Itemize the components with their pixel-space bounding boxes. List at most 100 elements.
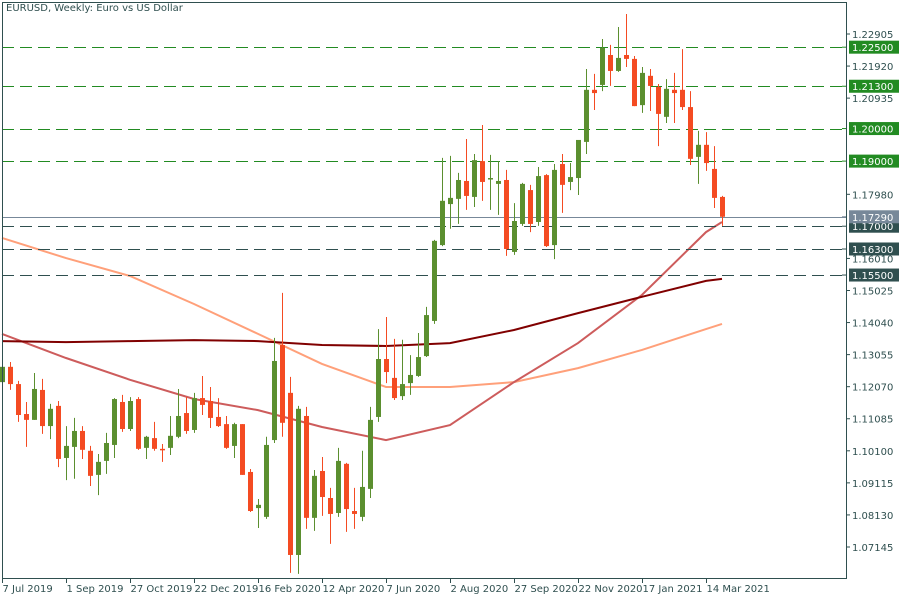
- candle: [352, 487, 357, 529]
- candle-body: [664, 88, 669, 117]
- level-label-box: [849, 79, 899, 93]
- level-labels: 1.22500 1.21300 1.20000 1.19000 1.17000 1.163…: [842, 40, 899, 282]
- x-tick-label: 17 Jan 2021: [643, 584, 703, 595]
- candle-body: [608, 54, 613, 71]
- candle: [176, 388, 181, 439]
- time-axis[interactable]: 7 Jul 2019 1 Sep 2019 27 Oct 2019 22 Dec 20…: [2, 578, 770, 595]
- candle-body: [128, 401, 133, 429]
- candle: [320, 456, 325, 516]
- candle: [200, 375, 205, 415]
- candle: [272, 337, 277, 443]
- level-label-box: [849, 268, 899, 282]
- candle-body: [544, 175, 549, 247]
- candle-body: [416, 357, 421, 376]
- candle-body: [152, 438, 157, 449]
- candle-body: [280, 345, 285, 423]
- candle: [640, 67, 645, 113]
- level-label: 1.21300: [852, 82, 893, 93]
- candle: [720, 195, 725, 226]
- candle: [432, 239, 437, 324]
- candle: [544, 174, 549, 248]
- candle-body: [456, 179, 461, 199]
- candle: [232, 422, 237, 458]
- candle-body: [472, 160, 477, 197]
- candle-body: [488, 178, 493, 180]
- candle-body: [600, 47, 605, 85]
- candle-body: [112, 399, 117, 445]
- moving-averages: [1, 221, 723, 442]
- candle: [312, 470, 317, 531]
- candle: [440, 157, 445, 247]
- x-tick-label: 22 Nov 2020: [579, 584, 643, 595]
- x-tick-label: 7 Jul 2019: [3, 584, 53, 595]
- candle: [136, 397, 141, 450]
- x-tick-label: 27 Oct 2019: [131, 584, 193, 595]
- candle-body: [336, 460, 341, 513]
- candle: [368, 406, 373, 499]
- x-tick-label: 27 Sep 2020: [515, 584, 578, 595]
- candle: [72, 417, 77, 479]
- candle: [656, 83, 661, 147]
- candle-body: [304, 415, 309, 518]
- candle: [480, 124, 485, 201]
- candle-body: [168, 435, 173, 448]
- candle: [576, 139, 581, 195]
- candle: [144, 435, 149, 459]
- x-tick-label: 7 Jun 2020: [387, 584, 441, 595]
- candle-body: [248, 471, 253, 512]
- candle-body: [704, 144, 709, 164]
- candle-body: [432, 240, 437, 321]
- candle-body: [384, 359, 389, 373]
- candle: [24, 401, 29, 447]
- candle-body: [328, 498, 333, 514]
- candle: [392, 338, 397, 401]
- price-axis[interactable]: 1.22905 1.21920 1.20935 1.17980 1.16010 1.150…: [846, 30, 893, 554]
- y-tick-label: 1.12070: [852, 383, 893, 394]
- candle: [424, 306, 429, 358]
- moving-average-line: [1, 221, 723, 442]
- candle-body: [80, 430, 85, 450]
- candle-body: [464, 180, 469, 196]
- y-tick-label: 1.09115: [852, 479, 893, 490]
- candle-body: [376, 359, 381, 417]
- candle-body: [208, 401, 213, 418]
- candle-body: [288, 392, 293, 555]
- candle: [360, 450, 365, 522]
- y-tick-label: 1.20935: [852, 94, 893, 105]
- candle-body: [264, 444, 269, 517]
- candle-body: [616, 57, 621, 71]
- candle: [464, 138, 469, 210]
- candle: [648, 68, 653, 111]
- candle: [472, 153, 477, 208]
- candle-body: [296, 408, 301, 555]
- candle-body: [672, 89, 677, 94]
- candle-body: [40, 389, 45, 427]
- y-tick-label: 1.16010: [852, 254, 893, 265]
- y-tick-label: 1.22905: [852, 30, 893, 41]
- level-label: 1.20000: [852, 125, 893, 136]
- candle-body: [632, 58, 637, 107]
- level-label-box: [849, 122, 899, 136]
- candle-body: [240, 424, 245, 475]
- candle: [512, 203, 517, 255]
- candle-body: [64, 445, 69, 458]
- y-tick-label: 1.17980: [852, 190, 893, 201]
- candle: [216, 398, 221, 428]
- candle-body: [352, 511, 357, 514]
- candle-body: [480, 161, 485, 182]
- candle: [416, 332, 421, 377]
- candle-body: [656, 86, 661, 114]
- candle-body: [568, 177, 573, 182]
- candle-body: [408, 374, 413, 384]
- candle: [632, 55, 637, 107]
- candle: [400, 339, 405, 401]
- candle-body: [192, 398, 197, 430]
- candle-body: [720, 196, 725, 217]
- candle: [520, 182, 525, 226]
- candle-body: [688, 107, 693, 159]
- candle-body: [88, 450, 93, 476]
- candle-body: [344, 463, 349, 510]
- candle-body: [504, 179, 509, 249]
- candle: [264, 436, 269, 519]
